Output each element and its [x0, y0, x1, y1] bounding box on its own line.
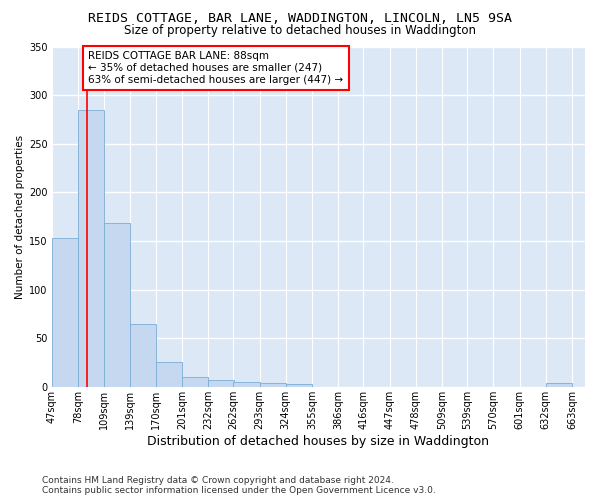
Text: REIDS COTTAGE, BAR LANE, WADDINGTON, LINCOLN, LN5 9SA: REIDS COTTAGE, BAR LANE, WADDINGTON, LIN…	[88, 12, 512, 26]
Text: Contains public sector information licensed under the Open Government Licence v3: Contains public sector information licen…	[42, 486, 436, 495]
Bar	[52, 238, 78, 387]
Bar	[78, 110, 104, 387]
Bar	[208, 380, 234, 387]
X-axis label: Distribution of detached houses by size in Waddington: Distribution of detached houses by size …	[148, 434, 490, 448]
Text: Size of property relative to detached houses in Waddington: Size of property relative to detached ho…	[124, 24, 476, 37]
Bar	[546, 383, 572, 387]
Bar	[286, 384, 312, 387]
Bar	[260, 383, 286, 387]
Bar	[130, 324, 156, 387]
Bar	[156, 362, 182, 387]
Text: REIDS COTTAGE BAR LANE: 88sqm
← 35% of detached houses are smaller (247)
63% of : REIDS COTTAGE BAR LANE: 88sqm ← 35% of d…	[88, 52, 343, 84]
Bar	[182, 377, 208, 387]
Bar	[104, 224, 130, 387]
Bar	[233, 382, 260, 387]
Y-axis label: Number of detached properties: Number of detached properties	[15, 134, 25, 298]
Text: Contains HM Land Registry data © Crown copyright and database right 2024.: Contains HM Land Registry data © Crown c…	[42, 476, 394, 485]
